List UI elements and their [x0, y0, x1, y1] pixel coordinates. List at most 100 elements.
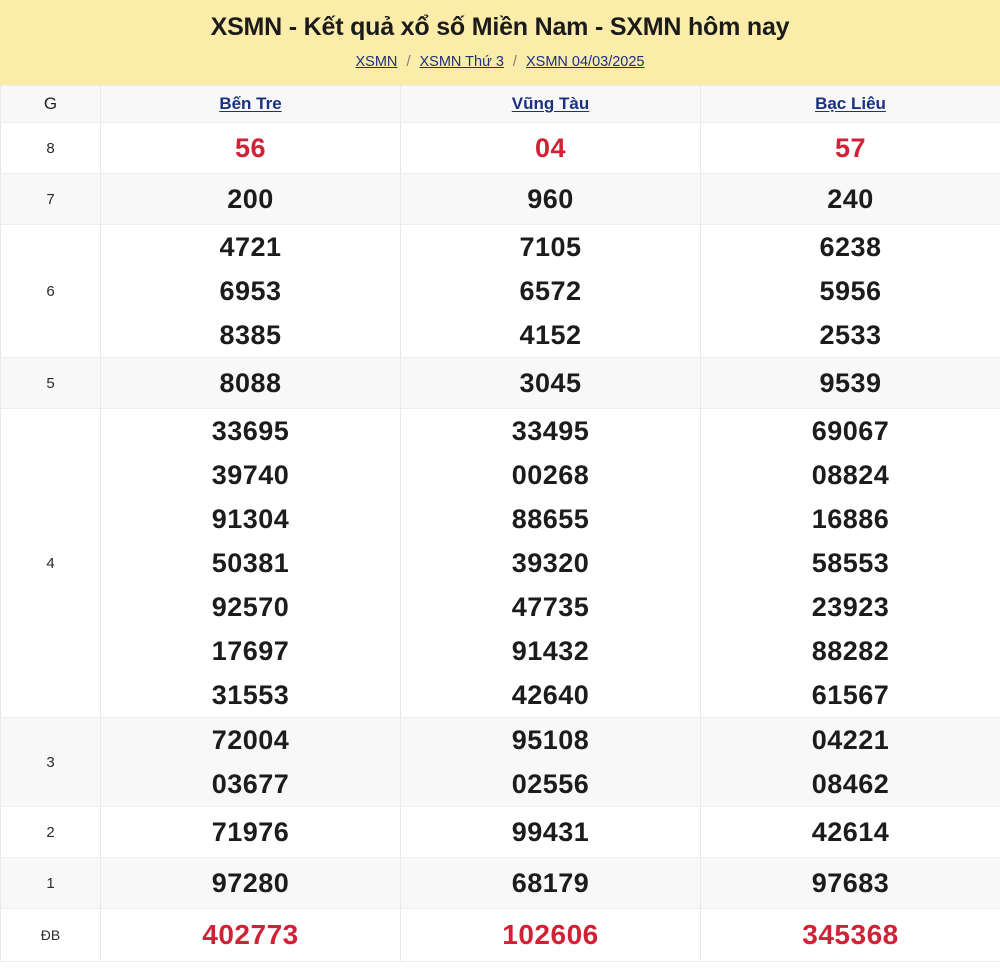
breadcrumb-item-date[interactable]: XSMN 04/03/2025 — [525, 54, 645, 70]
lottery-number: 61567 — [811, 680, 890, 710]
lottery-number: 56 — [234, 133, 267, 163]
lottery-number: 345368 — [802, 919, 899, 950]
lottery-number: 99431 — [511, 817, 590, 847]
table-header-row: G Bến Tre Vũng Tàu Bạc Liêu — [0, 85, 1000, 123]
lottery-number: 33695 — [211, 416, 290, 446]
lottery-number: 4152 — [519, 320, 582, 350]
lottery-number: 3045 — [519, 368, 582, 398]
lottery-number: 97280 — [211, 868, 290, 898]
lottery-number: 08462 — [811, 769, 890, 799]
lottery-number: 97683 — [811, 868, 890, 898]
lottery-number: 17697 — [211, 636, 290, 666]
lottery-number: 71976 — [211, 817, 290, 847]
lottery-number: 04 — [534, 133, 567, 163]
lottery-number: 16886 — [811, 504, 890, 534]
lottery-number: 08824 — [811, 460, 890, 490]
lottery-number: 200 — [227, 184, 274, 214]
prize-numbers-vung-tau: 7105 6572 4152 — [400, 224, 701, 358]
lottery-number: 102606 — [502, 919, 599, 950]
lottery-number: 91432 — [511, 636, 590, 666]
lottery-number: 58553 — [811, 548, 890, 578]
lottery-number: 6572 — [519, 276, 582, 306]
prize-numbers-bac-lieu: 9539 — [700, 357, 1000, 409]
page-title: XSMN - Kết quả xổ số Miền Nam - SXMN hôm… — [210, 13, 790, 41]
prize-label: 5 — [0, 357, 101, 409]
prize-label: 1 — [0, 857, 101, 909]
prize-numbers-bac-lieu: 57 — [700, 122, 1000, 174]
lottery-number: 88282 — [811, 636, 890, 666]
lottery-number: 240 — [827, 184, 874, 214]
lottery-number: 69067 — [811, 416, 890, 446]
lottery-number: 33495 — [511, 416, 590, 446]
table-row: 2 71976 99431 42614 — [0, 806, 1000, 858]
table-row: 4 33695 39740 91304 50381 92570 17697 31553 3349… — [0, 408, 1000, 718]
lottery-number: 31553 — [211, 680, 290, 710]
prize-numbers-vung-tau: 33495 00268 88655 39320 47735 91432 42640 — [400, 408, 701, 718]
table-row: ĐB 402773 102606 345368 — [0, 908, 1000, 962]
prize-numbers-bac-lieu: 42614 — [700, 806, 1000, 858]
page-header-band: XSMN - Kết quả xổ số Miền Nam - SXMN hôm… — [0, 0, 1000, 85]
prize-numbers-ben-tre: 200 — [100, 173, 401, 225]
table-row: 3 72004 03677 95108 02556 04221 08462 — [0, 717, 1000, 807]
lottery-number: 8088 — [219, 368, 282, 398]
lottery-number: 92570 — [211, 592, 290, 622]
column-header-bac-lieu: Bạc Liêu — [700, 85, 1000, 123]
prize-label: 2 — [0, 806, 101, 858]
lottery-number: 39320 — [511, 548, 590, 578]
prize-numbers-ben-tre: 402773 — [100, 908, 401, 962]
prize-numbers-bac-lieu: 345368 — [700, 908, 1000, 962]
lottery-result-table: G Bến Tre Vũng Tàu Bạc Liêu 8 56 04 57 7 200 9… — [0, 85, 1000, 962]
lottery-number: 8385 — [219, 320, 282, 350]
breadcrumb-item-weekday[interactable]: XSMN Thứ 3 — [419, 54, 504, 70]
lottery-number: 47735 — [511, 592, 590, 622]
prize-numbers-vung-tau: 04 — [400, 122, 701, 174]
lottery-number: 42640 — [511, 680, 590, 710]
column-header-vung-tau: Vũng Tàu — [400, 85, 701, 123]
prize-numbers-bac-lieu: 69067 08824 16886 58553 23923 88282 61567 — [700, 408, 1000, 718]
breadcrumb-separator: / — [406, 54, 411, 70]
lottery-number: 50381 — [211, 548, 290, 578]
prize-numbers-vung-tau: 99431 — [400, 806, 701, 858]
prize-numbers-vung-tau: 68179 — [400, 857, 701, 909]
table-row: 1 97280 68179 97683 — [0, 857, 1000, 909]
lottery-number: 5956 — [819, 276, 882, 306]
prize-numbers-ben-tre: 56 — [100, 122, 401, 174]
breadcrumb-item-xsmn[interactable]: XSMN — [355, 54, 398, 70]
prize-label: 8 — [0, 122, 101, 174]
lottery-number: 7105 — [519, 232, 582, 262]
lottery-number: 402773 — [202, 919, 299, 950]
table-row: 6 4721 6953 8385 7105 6572 4152 6238 5956 2533 — [0, 224, 1000, 358]
province-link-bac-lieu[interactable]: Bạc Liêu — [815, 94, 886, 113]
breadcrumb-separator: / — [512, 54, 517, 70]
table-row: 8 56 04 57 — [0, 122, 1000, 174]
prize-label: 7 — [0, 173, 101, 225]
lottery-number: 2533 — [819, 320, 882, 350]
column-header-prize: G — [0, 85, 101, 123]
prize-numbers-bac-lieu: 97683 — [700, 857, 1000, 909]
lottery-number: 00268 — [511, 460, 590, 490]
lottery-number: 04221 — [811, 725, 890, 755]
prize-numbers-vung-tau: 3045 — [400, 357, 701, 409]
lottery-number: 39740 — [211, 460, 290, 490]
table-row: 7 200 960 240 — [0, 173, 1000, 225]
prize-numbers-ben-tre: 97280 — [100, 857, 401, 909]
province-link-vung-tau[interactable]: Vũng Tàu — [511, 94, 590, 113]
province-link-ben-tre[interactable]: Bến Tre — [219, 94, 282, 113]
table-row: 5 8088 3045 9539 — [0, 357, 1000, 409]
prize-numbers-bac-lieu: 04221 08462 — [700, 717, 1000, 807]
prize-numbers-ben-tre: 33695 39740 91304 50381 92570 17697 31553 — [100, 408, 401, 718]
lottery-number: 42614 — [811, 817, 890, 847]
table-body: 8 56 04 57 7 200 960 240 6 4721 6953 8385 7105 6572 41… — [0, 122, 1000, 962]
prize-numbers-vung-tau: 960 — [400, 173, 701, 225]
prize-label: 3 — [0, 717, 101, 807]
prize-numbers-ben-tre: 4721 6953 8385 — [100, 224, 401, 358]
breadcrumb: XSMN / XSMN Thứ 3 / XSMN 04/03/2025 — [0, 53, 1000, 71]
prize-numbers-ben-tre: 71976 — [100, 806, 401, 858]
lottery-number: 6238 — [819, 232, 882, 262]
lottery-number: 95108 — [511, 725, 590, 755]
lottery-number: 4721 — [219, 232, 282, 262]
lottery-number: 57 — [834, 133, 867, 163]
column-header-ben-tre: Bến Tre — [100, 85, 401, 123]
lottery-number: 23923 — [811, 592, 890, 622]
lottery-number: 960 — [527, 184, 574, 214]
